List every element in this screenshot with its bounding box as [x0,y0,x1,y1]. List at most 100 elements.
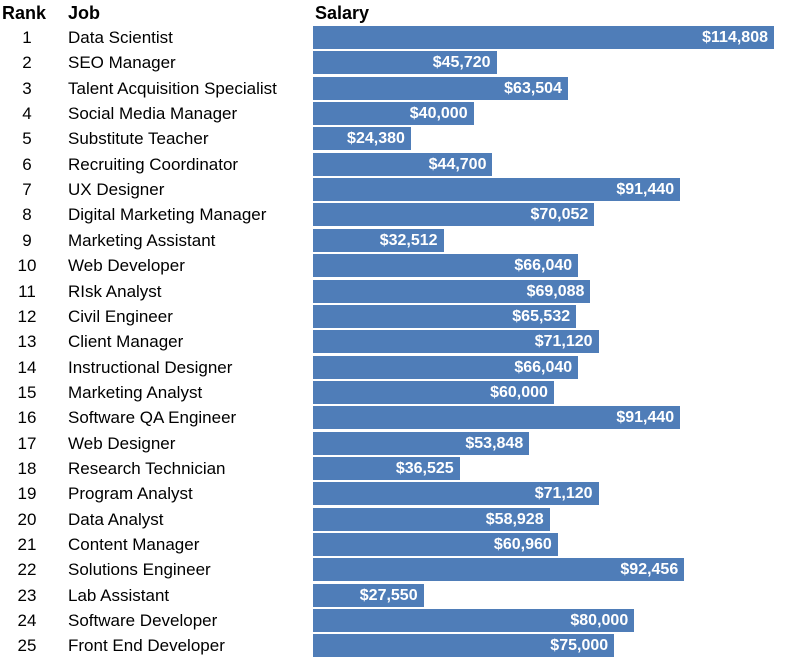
rank-value: 20 [17,509,37,529]
salary-data-label: $71,120 [534,485,593,503]
salary-bar: $53,848 [313,431,530,455]
salary-data-label: $92,456 [620,561,679,579]
salary-bar: $24,380 [313,127,411,151]
salary-data-label: $69,088 [526,282,585,300]
salary-data-label: $63,504 [504,79,562,97]
salary-data-label: $32,512 [379,231,438,249]
job-label: Software QA Engineer [68,408,237,428]
salary-data-label: $53,848 [465,434,524,452]
salary-bar: $114,808 [313,26,774,49]
salary-bar: $44,700 [313,152,493,176]
table-row: 15 Marketing Analyst $60,000 [0,380,785,405]
salary-data-label: $91,440 [616,181,675,199]
job-label: Web Designer [68,433,176,453]
rank-value: 3 [22,78,32,98]
rank-value: 24 [17,611,37,631]
job-column-header: Job [68,3,101,23]
rank-value: 7 [22,180,32,200]
salary-bar: $45,720 [313,51,497,75]
salary-data-label: $40,000 [409,105,468,123]
rank-value: 25 [17,636,37,656]
rank-value: 1 [22,28,32,47]
job-label: Digital Marketing Manager [68,205,267,225]
salary-data-label: $65,532 [512,307,571,325]
job-label: RIsk Analyst [68,281,162,301]
salary-data-label: $114,808 [702,29,768,46]
table-row: 19 Program Analyst $71,120 [0,481,785,506]
table-row: 6 Recruiting Coordinator $44,700 [0,152,785,177]
salary-bar: $69,088 [313,279,591,303]
rank-value: 13 [17,332,37,352]
job-label: Client Manager [68,332,184,352]
salary-bar: $60,000 [313,380,554,404]
salary-data-label: $24,380 [347,130,405,148]
salary-bar: $66,040 [313,355,579,379]
rank-value: 12 [17,306,37,326]
rank-value: 15 [17,382,37,402]
rank-value: 14 [17,357,37,377]
job-label: SEO Manager [68,53,176,73]
salary-data-label: $75,000 [550,637,609,655]
job-label: Marketing Analyst [68,382,203,402]
job-label: Solutions Engineer [68,560,211,580]
salary-bar: $92,456 [313,558,685,582]
salary-bar: $60,960 [313,533,558,556]
table-row: 22 Solutions Engineer $92,456 [0,557,785,582]
job-label: Front End Developer [68,636,225,656]
table-row: 4 Social Media Manager $40,000 [0,101,785,126]
job-label: Social Media Manager [68,104,238,124]
salary-bar: $91,440 [313,178,681,202]
rank-value: 19 [17,484,37,504]
rank-value: 5 [22,129,32,149]
table-row: 11 RIsk Analyst $69,088 [0,279,785,304]
rank-value: 23 [17,585,37,605]
table-row: 16 Software QA Engineer $91,440 [0,405,785,430]
rank-value: 10 [17,256,37,276]
job-label: Research Technician [68,458,226,478]
salary-bar: $63,504 [313,76,568,100]
salary-data-label: $91,440 [616,409,675,427]
rank-value: 22 [17,560,37,580]
rank-value: 8 [22,205,32,225]
salary-data-label: $66,040 [514,358,573,376]
salary-bar: $80,000 [313,609,635,633]
rank-value: 2 [22,53,32,73]
table-row: 14 Instructional Designer $66,040 [0,355,785,380]
rank-value: 9 [22,230,32,250]
salary-bar: $27,550 [313,583,424,607]
table-row: 18 Research Technician $36,525 [0,456,785,481]
table-row: 3 Talent Acquisition Specialist $63,504 [0,76,785,101]
job-label: Web Developer [68,256,185,276]
salary-data-label: $45,720 [432,54,491,72]
job-label: Content Manager [68,535,200,554]
table-row: 21 Content Manager $60,960 [0,532,785,557]
salary-data-label: $60,000 [490,383,548,401]
salary-data-label: $66,040 [514,257,573,275]
job-label: Instructional Designer [68,357,233,377]
salary-bar: $40,000 [313,102,474,126]
job-label: Program Analyst [68,484,193,504]
salary-bar: $36,525 [313,456,460,480]
table-row: 17 Web Designer $53,848 [0,431,785,456]
table-row: 24 Software Developer $80,000 [0,608,785,633]
job-label: Data Analyst [68,509,164,529]
table-row: 25 Front End Developer $75,000 [0,633,785,658]
table-row: 1 Data Scientist $114,808 [0,25,785,50]
salary-bar: $65,532 [313,304,577,328]
salary-data-label: $58,928 [485,510,544,528]
rank-value: 6 [22,154,32,174]
rank-value: 21 [17,535,37,554]
table-row: 10 Web Developer $66,040 [0,253,785,278]
rank-column-header: Rank [2,3,47,23]
salary-data-label: $27,550 [359,586,418,604]
table-row: 13 Client Manager $71,120 [0,329,785,354]
salary-data-label: $71,120 [534,333,593,351]
salary-bar: $71,120 [313,330,599,354]
table-row: 8 Digital Marketing Manager $70,052 [0,202,785,227]
job-label: Substitute Teacher [68,129,209,149]
rank-value: 11 [18,281,36,301]
job-label: Marketing Assistant [68,230,216,250]
table-row: 9 Marketing Assistant $32,512 [0,228,785,253]
job-label: Talent Acquisition Specialist [68,78,277,98]
salary-column-header: Salary [315,3,370,23]
